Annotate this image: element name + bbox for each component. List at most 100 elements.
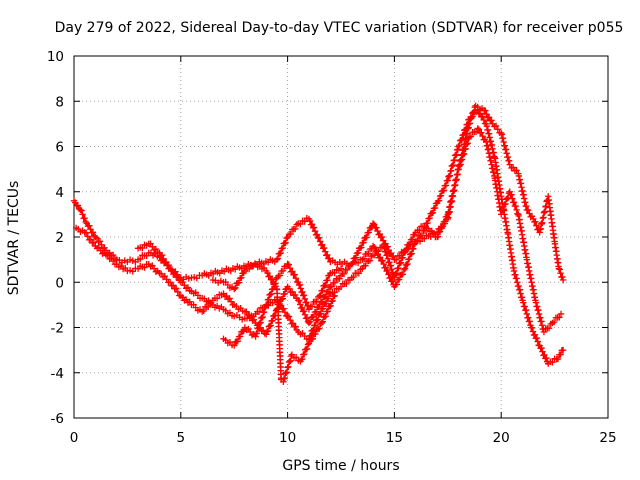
- trail-marker: [324, 308, 331, 315]
- trail-marker: [447, 167, 455, 174]
- trail-marker: [279, 244, 286, 252]
- trail-marker: [301, 350, 308, 358]
- trail-marker: [373, 247, 380, 254]
- trail-marker: [516, 286, 524, 293]
- trail-marker: [468, 114, 475, 122]
- trail-marker: [316, 325, 323, 332]
- trail-marker: [205, 303, 212, 310]
- data-point: [305, 319, 313, 327]
- trail-marker: [311, 321, 319, 329]
- trail-marker: [318, 298, 326, 305]
- data-point: [498, 211, 505, 218]
- data-point: [231, 285, 238, 293]
- trail-marker: [287, 230, 294, 238]
- data-point: [369, 220, 377, 227]
- trail-marker: [282, 370, 289, 377]
- trail-marker: [269, 317, 276, 324]
- trail-marker: [393, 269, 401, 277]
- series-track-c: [134, 102, 567, 284]
- y-tick-label: -2: [51, 321, 64, 337]
- trail-marker: [312, 330, 319, 338]
- trail-marker: [467, 115, 474, 122]
- trail-marker: [512, 202, 519, 210]
- trail-marker: [343, 266, 351, 273]
- trail-marker: [509, 164, 517, 171]
- y-tick-label: 8: [55, 94, 64, 110]
- trail-marker: [379, 257, 386, 264]
- trail-marker: [429, 209, 437, 217]
- trail-marker: [89, 229, 97, 236]
- data-point: [506, 161, 513, 168]
- trail-marker: [86, 222, 93, 229]
- trail-marker: [299, 355, 306, 363]
- y-tick-label: -4: [51, 366, 64, 382]
- trail-marker: [285, 313, 293, 320]
- trail-marker: [545, 324, 553, 332]
- trail-marker: [280, 305, 287, 312]
- trail-marker: [308, 221, 316, 228]
- trail-marker: [378, 233, 386, 241]
- trail-marker: [446, 172, 454, 179]
- trail-marker: [360, 239, 367, 246]
- trail-marker: [253, 329, 261, 337]
- trail-marker: [298, 304, 306, 311]
- trail-marker: [259, 327, 267, 334]
- data-point: [455, 143, 462, 150]
- trail-marker: [324, 288, 332, 295]
- trail-marker: [395, 276, 403, 283]
- trail-marker: [492, 122, 500, 130]
- trail-marker: [451, 156, 458, 164]
- trail-marker: [400, 266, 408, 274]
- trail-marker: [513, 167, 520, 174]
- trail-marker: [318, 241, 326, 248]
- data-point: [280, 378, 287, 385]
- trail-marker: [373, 224, 380, 231]
- trail-marker: [313, 231, 321, 238]
- trail-marker: [426, 214, 433, 222]
- trail-marker: [549, 359, 556, 366]
- x-tick-label: 10: [279, 430, 296, 446]
- trail-marker: [395, 264, 402, 272]
- trail-marker: [173, 285, 180, 292]
- trail-marker: [285, 261, 292, 268]
- trail-marker: [291, 271, 298, 278]
- trail-marker: [283, 368, 291, 376]
- data-point: [540, 328, 548, 336]
- trail-marker: [226, 295, 233, 302]
- y-tick-label: -6: [51, 411, 64, 427]
- trail-marker: [513, 206, 520, 214]
- trail-marker: [245, 265, 253, 273]
- trail-marker: [556, 314, 563, 321]
- trail-marker: [288, 288, 296, 295]
- trail-marker: [297, 220, 304, 228]
- trail-marker: [437, 192, 445, 199]
- trail-marker: [285, 363, 292, 370]
- trail-marker: [441, 220, 448, 227]
- trail-marker: [243, 308, 250, 315]
- trail-marker: [363, 234, 370, 241]
- data-point: [510, 267, 518, 275]
- trail-marker: [514, 279, 521, 286]
- trail-marker: [408, 250, 415, 257]
- trail-marker: [515, 282, 522, 290]
- series-track-d: [209, 260, 338, 385]
- trail-marker: [296, 297, 303, 305]
- trail-marker: [427, 233, 434, 240]
- data-point: [288, 351, 296, 358]
- trail-marker: [264, 327, 272, 335]
- x-axis-label: GPS time / hours: [282, 458, 399, 474]
- data-marks: [70, 102, 567, 385]
- trail-marker: [96, 238, 104, 245]
- x-tick-label: 5: [177, 430, 186, 446]
- trail-marker: [354, 249, 362, 256]
- trail-marker: [329, 297, 336, 305]
- trail-marker: [500, 205, 507, 213]
- trail-marker: [306, 318, 314, 325]
- trail-marker: [74, 202, 82, 209]
- trail-marker: [424, 219, 431, 227]
- data-point: [348, 260, 355, 268]
- trail-marker: [494, 126, 501, 133]
- trail-marker: [466, 120, 474, 127]
- data-point: [474, 125, 481, 132]
- grid: [74, 56, 608, 418]
